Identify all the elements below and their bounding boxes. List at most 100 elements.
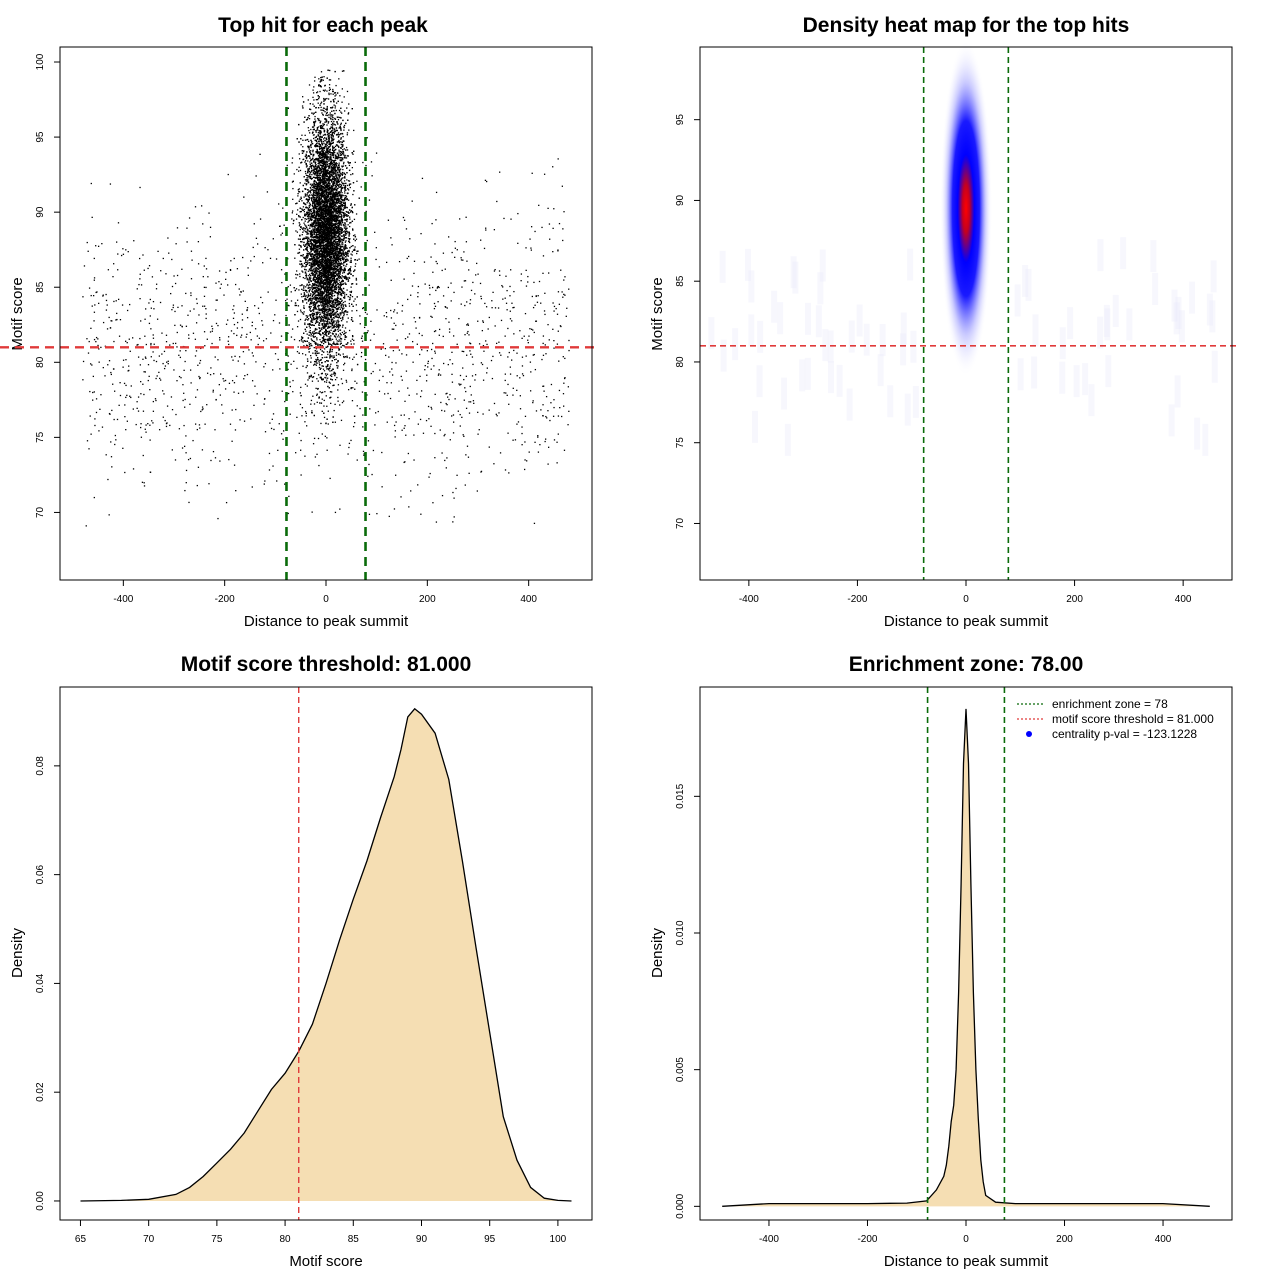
data-point [306, 118, 309, 121]
data-point [329, 217, 331, 219]
data-point [341, 174, 343, 177]
data-point [313, 225, 316, 228]
data-point [321, 112, 323, 114]
data-point [311, 219, 313, 221]
data-point [340, 123, 342, 126]
data-point [327, 315, 329, 317]
data-point [307, 208, 310, 210]
data-point [337, 287, 339, 289]
data-point [307, 243, 309, 245]
data-point [325, 201, 327, 203]
data-point [338, 251, 341, 254]
data-point [307, 293, 310, 295]
data-point [315, 233, 318, 235]
data-point [351, 228, 354, 230]
data-point [317, 200, 320, 202]
data-point [338, 156, 340, 159]
data-point [311, 232, 313, 234]
data-point [328, 187, 330, 189]
data-point [342, 140, 344, 142]
data-point [339, 252, 341, 255]
data-point [345, 210, 347, 213]
data-point [306, 252, 308, 255]
data-point [326, 202, 328, 204]
data-point [346, 107, 348, 109]
data-point [332, 116, 334, 119]
data-point [341, 177, 343, 179]
data-point [318, 220, 321, 222]
data-point [315, 263, 317, 265]
data-point [331, 345, 333, 347]
data-point [323, 100, 325, 102]
data-point [329, 142, 331, 144]
data-point [356, 252, 358, 255]
data-point [351, 335, 354, 337]
data-point [335, 336, 337, 338]
data-point [330, 115, 332, 117]
data-point [311, 234, 313, 236]
data-point [324, 191, 326, 193]
data-point [343, 248, 345, 250]
data-point [323, 195, 325, 198]
data-point [315, 99, 318, 101]
data-point [305, 172, 307, 175]
data-point [329, 382, 331, 384]
data-point [301, 134, 303, 136]
data-point [330, 168, 332, 170]
data-point [332, 163, 334, 166]
data-point [310, 251, 312, 253]
data-point [334, 170, 336, 172]
data-point [338, 78, 340, 80]
data-point [309, 330, 311, 332]
data-point [337, 174, 339, 176]
data-point [315, 294, 318, 296]
data-point [320, 106, 322, 109]
data-point [327, 410, 329, 412]
data-point [328, 284, 330, 286]
panel-scatter: Top hit for each peak Distance to peak s… [0, 14, 600, 630]
data-point [345, 260, 347, 262]
data-point [342, 280, 344, 283]
data-point [313, 167, 315, 169]
data-point [316, 195, 318, 197]
data-point [341, 303, 343, 305]
data-point [312, 302, 314, 304]
data-point [310, 342, 312, 345]
data-point [328, 151, 331, 154]
data-point [318, 195, 320, 197]
data-point [339, 173, 341, 176]
data-point [350, 290, 353, 293]
data-point [316, 401, 318, 403]
data-point [325, 150, 327, 153]
data-point [342, 135, 344, 138]
data-point [352, 193, 354, 196]
data-point [346, 211, 348, 213]
data-point [342, 280, 344, 282]
data-point [350, 283, 353, 285]
data-point [322, 123, 324, 125]
data-point [342, 145, 344, 147]
data-point [311, 340, 313, 342]
data-point [315, 361, 317, 363]
data-point [343, 363, 345, 366]
data-point [340, 129, 342, 132]
data-point [326, 246, 328, 248]
data-point [350, 387, 352, 390]
data-point [326, 141, 328, 143]
data-point [313, 340, 315, 343]
data-point [333, 269, 335, 272]
data-point [321, 199, 323, 202]
data-point [318, 118, 320, 120]
data-point [320, 186, 322, 188]
data-point [315, 313, 318, 315]
data-point [313, 196, 315, 199]
data-point [338, 340, 340, 343]
data-point [325, 201, 328, 204]
data-point [304, 161, 306, 163]
data-point [328, 173, 331, 175]
data-point [336, 270, 338, 272]
data-point [296, 209, 299, 211]
data-point [321, 391, 324, 393]
data-point [314, 322, 317, 325]
data-point [308, 277, 310, 280]
